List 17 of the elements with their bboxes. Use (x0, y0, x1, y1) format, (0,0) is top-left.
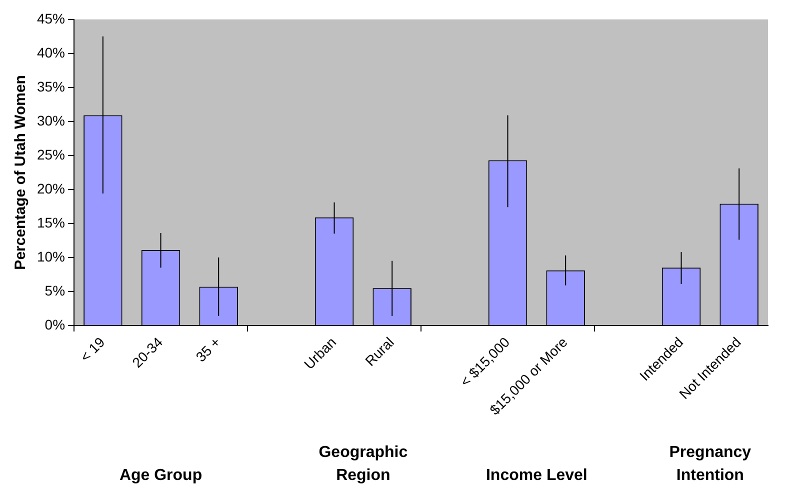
text: Age Group (119, 467, 202, 484)
y-tick-label: 5% (44, 282, 66, 298)
y-tick-label: 45% (36, 10, 66, 26)
x-tick-label: < 19 (76, 334, 108, 365)
x-tick-label: 35 + (192, 334, 224, 365)
y-axis-title: Percentage of Utah Women (12, 75, 30, 270)
text: Geographic Region (318, 444, 408, 484)
y-tick-label: 0% (44, 316, 66, 332)
text: Income Level (486, 467, 588, 484)
y-tick-label: 25% (36, 146, 66, 162)
y-tick-label: 20% (36, 180, 66, 196)
y-tick-label: 10% (36, 248, 66, 264)
y-tick-label: 35% (36, 78, 66, 94)
text: Pregnancy Intention (669, 444, 752, 484)
y-tick-label: 40% (36, 44, 66, 60)
y-tick-label: 15% (36, 214, 66, 230)
y-tick-label: 30% (36, 112, 66, 128)
